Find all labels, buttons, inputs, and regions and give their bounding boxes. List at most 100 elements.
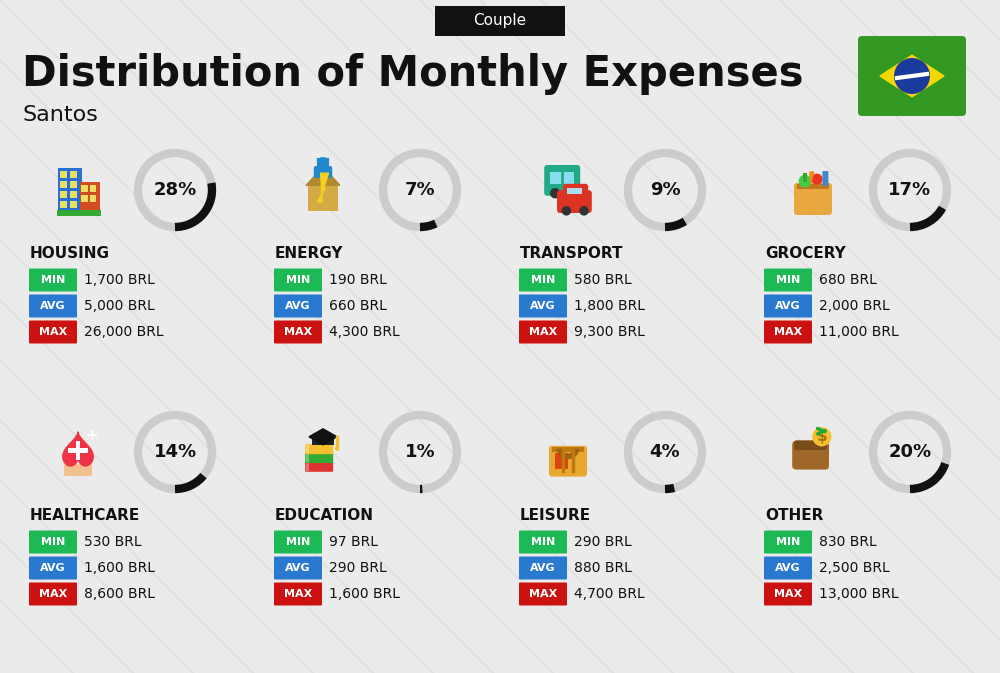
Text: TRANSPORT: TRANSPORT: [520, 246, 624, 261]
Polygon shape: [810, 172, 814, 183]
FancyBboxPatch shape: [274, 269, 322, 291]
Text: 290 BRL: 290 BRL: [329, 561, 387, 575]
FancyBboxPatch shape: [792, 441, 829, 470]
Text: MIN: MIN: [531, 275, 555, 285]
FancyBboxPatch shape: [90, 185, 96, 192]
Circle shape: [562, 206, 571, 215]
FancyBboxPatch shape: [306, 454, 309, 462]
Text: 530 BRL: 530 BRL: [84, 535, 142, 549]
Text: Santos: Santos: [22, 105, 98, 125]
Circle shape: [811, 174, 823, 185]
FancyBboxPatch shape: [57, 210, 101, 215]
Text: 1,700 BRL: 1,700 BRL: [84, 273, 155, 287]
FancyBboxPatch shape: [68, 448, 88, 453]
Text: 4,700 BRL: 4,700 BRL: [574, 587, 645, 601]
Circle shape: [335, 447, 339, 451]
Text: 11,000 BRL: 11,000 BRL: [819, 325, 899, 339]
Text: MIN: MIN: [286, 537, 310, 547]
Polygon shape: [880, 55, 944, 97]
FancyBboxPatch shape: [858, 36, 966, 116]
FancyBboxPatch shape: [60, 191, 67, 198]
Text: 880 BRL: 880 BRL: [574, 561, 632, 575]
Text: 1,600 BRL: 1,600 BRL: [84, 561, 155, 575]
FancyBboxPatch shape: [555, 453, 568, 469]
FancyBboxPatch shape: [305, 453, 333, 463]
FancyBboxPatch shape: [29, 269, 77, 291]
Text: $: $: [816, 429, 827, 444]
FancyBboxPatch shape: [794, 183, 832, 215]
FancyBboxPatch shape: [764, 557, 812, 579]
FancyBboxPatch shape: [519, 530, 567, 553]
FancyBboxPatch shape: [435, 6, 565, 36]
FancyBboxPatch shape: [274, 320, 322, 343]
Polygon shape: [317, 173, 329, 202]
FancyBboxPatch shape: [519, 557, 567, 579]
Text: 1%: 1%: [405, 443, 435, 461]
FancyBboxPatch shape: [552, 447, 584, 452]
Text: MAX: MAX: [284, 589, 312, 599]
Text: MAX: MAX: [529, 327, 557, 337]
FancyBboxPatch shape: [274, 295, 322, 318]
FancyBboxPatch shape: [29, 583, 77, 606]
Text: 13,000 BRL: 13,000 BRL: [819, 587, 899, 601]
Text: AVG: AVG: [40, 563, 66, 573]
Text: ENERGY: ENERGY: [275, 246, 344, 261]
FancyBboxPatch shape: [764, 269, 812, 291]
FancyBboxPatch shape: [794, 440, 827, 450]
FancyBboxPatch shape: [544, 165, 580, 196]
Text: MAX: MAX: [39, 589, 67, 599]
Text: 9%: 9%: [650, 181, 680, 199]
FancyBboxPatch shape: [70, 171, 77, 178]
FancyBboxPatch shape: [70, 181, 77, 188]
Text: 660 BRL: 660 BRL: [329, 299, 387, 313]
Text: 97 BRL: 97 BRL: [329, 535, 378, 549]
Circle shape: [566, 188, 576, 199]
FancyBboxPatch shape: [60, 181, 67, 188]
Text: LEISURE: LEISURE: [520, 508, 591, 523]
Text: MIN: MIN: [776, 537, 800, 547]
Text: MIN: MIN: [776, 275, 800, 285]
Text: 26,000 BRL: 26,000 BRL: [84, 325, 164, 339]
FancyBboxPatch shape: [308, 185, 338, 211]
FancyBboxPatch shape: [519, 269, 567, 291]
FancyBboxPatch shape: [70, 201, 77, 208]
FancyBboxPatch shape: [519, 583, 567, 606]
Text: 1,800 BRL: 1,800 BRL: [574, 299, 645, 313]
Text: AVG: AVG: [40, 301, 66, 311]
Text: AVG: AVG: [530, 563, 556, 573]
Polygon shape: [63, 432, 93, 466]
Text: +: +: [86, 428, 98, 443]
Text: MAX: MAX: [39, 327, 67, 337]
Text: GROCERY: GROCERY: [765, 246, 846, 261]
FancyBboxPatch shape: [567, 188, 582, 194]
Text: 20%: 20%: [888, 443, 932, 461]
Text: MIN: MIN: [41, 275, 65, 285]
FancyBboxPatch shape: [81, 195, 88, 202]
FancyBboxPatch shape: [549, 446, 587, 476]
Text: 7%: 7%: [405, 181, 435, 199]
Text: 830 BRL: 830 BRL: [819, 535, 877, 549]
FancyBboxPatch shape: [60, 201, 67, 208]
FancyBboxPatch shape: [764, 583, 812, 606]
FancyBboxPatch shape: [29, 530, 77, 553]
Text: Distribution of Monthly Expenses: Distribution of Monthly Expenses: [22, 53, 804, 95]
Text: 290 BRL: 290 BRL: [574, 535, 632, 549]
Text: 2,000 BRL: 2,000 BRL: [819, 299, 890, 313]
Text: MAX: MAX: [529, 589, 557, 599]
FancyBboxPatch shape: [29, 295, 77, 318]
FancyBboxPatch shape: [29, 557, 77, 579]
FancyBboxPatch shape: [306, 446, 309, 453]
FancyBboxPatch shape: [90, 195, 96, 202]
Text: 14%: 14%: [153, 443, 197, 461]
Text: AVG: AVG: [530, 301, 556, 311]
FancyBboxPatch shape: [60, 171, 67, 178]
FancyBboxPatch shape: [76, 441, 80, 460]
Text: EDUCATION: EDUCATION: [275, 508, 374, 523]
FancyBboxPatch shape: [274, 557, 322, 579]
FancyBboxPatch shape: [764, 295, 812, 318]
Text: MIN: MIN: [531, 537, 555, 547]
Text: 4%: 4%: [650, 443, 680, 461]
Text: MIN: MIN: [41, 537, 65, 547]
FancyBboxPatch shape: [312, 437, 334, 445]
Text: 190 BRL: 190 BRL: [329, 273, 387, 287]
